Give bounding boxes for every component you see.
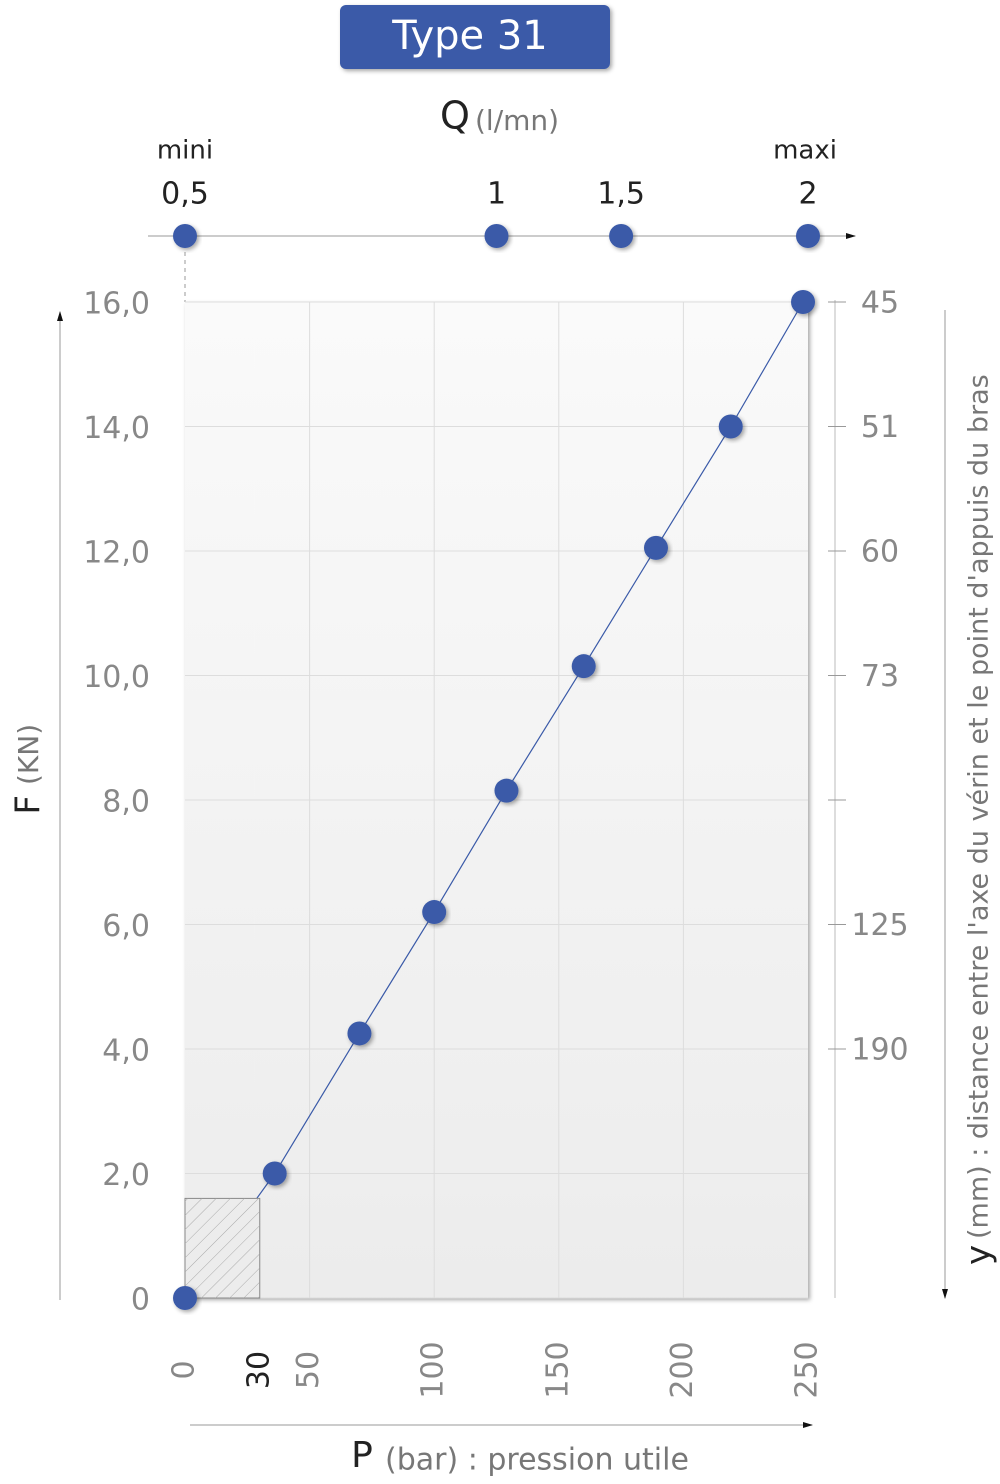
q-point: [173, 224, 197, 248]
y-tick-label: 12,0: [83, 536, 150, 571]
q-unit: (l/mn): [475, 104, 559, 137]
y2-tick-label: 125: [851, 908, 908, 943]
chart-title: Type 31: [391, 13, 548, 59]
x-tick: 100: [416, 1341, 451, 1398]
x-tick: 250: [790, 1341, 825, 1398]
data-point: [262, 1161, 287, 1186]
q-tick-label: 1: [487, 177, 506, 212]
data-point: [173, 1286, 197, 1310]
x-tick: 200: [665, 1341, 700, 1398]
y2-unit: (mm) : distance entre l'axe du vérin et …: [964, 374, 995, 1239]
y-tick-label: 16,0: [83, 287, 150, 322]
shaded-hatch: [185, 1198, 260, 1298]
y2-tick-label: 73: [861, 659, 899, 694]
x-tick-label: 50: [291, 1351, 326, 1389]
y2-tick-label: 51: [861, 410, 899, 445]
x-tick-label: 150: [540, 1341, 575, 1398]
y2-tick-label: 190: [851, 1033, 908, 1068]
y2-tick-label: 45: [861, 286, 899, 321]
q-tick-label: 2: [798, 177, 817, 212]
x-tick-label: 200: [665, 1341, 700, 1398]
x-tick: 0: [167, 1360, 202, 1379]
q-end-label: maxi: [773, 136, 837, 166]
q-point: [609, 224, 634, 248]
q-label: Q: [440, 94, 470, 138]
x-tick: 30: [241, 1351, 276, 1389]
x-tick-label: 250: [790, 1341, 825, 1398]
data-point: [791, 290, 816, 314]
data-point: [494, 778, 519, 803]
y2-tick-label: 60: [861, 535, 899, 570]
q-tick-label: 1,5: [597, 177, 645, 212]
data-point: [571, 654, 596, 679]
y-label: F: [9, 795, 49, 815]
x-tick-label: 100: [416, 1341, 451, 1398]
y-title: F (KN): [9, 724, 49, 815]
y-tick-label: 10,0: [83, 660, 150, 695]
x-unit: (bar) : pression utile: [385, 1443, 689, 1478]
y-tick-label: 0: [131, 1283, 150, 1318]
q-end-label: mini: [157, 136, 213, 166]
title-badge: [340, 5, 610, 69]
y-tick-label: 14,0: [83, 411, 150, 446]
data-point: [643, 535, 668, 560]
y2-title: y (mm) : distance entre l'axe du vérin e…: [959, 374, 999, 1265]
q-point: [484, 224, 509, 248]
x-label: P: [351, 1435, 373, 1476]
q-tick-label: 0,5: [161, 177, 209, 212]
y-tick-label: 8,0: [102, 785, 150, 820]
y-tick-label: 6,0: [102, 909, 150, 944]
y-unit: (KN): [12, 724, 45, 785]
data-point: [718, 414, 743, 439]
x-tick: 50: [291, 1351, 326, 1389]
x-tick-label: 0: [167, 1360, 202, 1379]
data-point: [347, 1021, 372, 1046]
data-point: [422, 900, 447, 925]
q-point: [796, 224, 820, 248]
y2-label: y: [959, 1245, 999, 1265]
y-tick-label: 4,0: [102, 1034, 150, 1069]
x-tick: 150: [540, 1341, 575, 1398]
x-tick-label: 30: [241, 1351, 276, 1389]
y-tick-label: 2,0: [102, 1158, 150, 1193]
